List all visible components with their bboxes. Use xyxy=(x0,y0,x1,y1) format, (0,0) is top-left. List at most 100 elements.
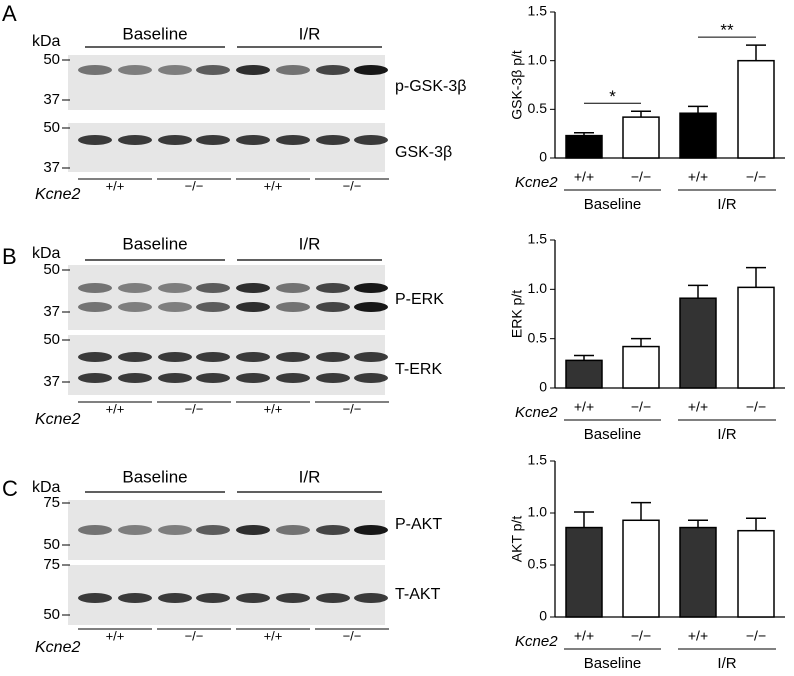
band xyxy=(236,373,270,383)
significance: * xyxy=(609,87,616,106)
y-tick-label: 1.0 xyxy=(528,51,548,67)
y-tick-label: 0 xyxy=(539,608,547,624)
y-axis-label: AKT p/t xyxy=(509,516,525,563)
band xyxy=(158,283,192,293)
category-label: +/+ xyxy=(688,169,708,185)
genotype: −/− xyxy=(343,401,362,416)
band xyxy=(354,593,388,603)
category-label: −/− xyxy=(746,399,766,415)
band xyxy=(158,525,192,535)
panel-letter: B xyxy=(2,244,17,269)
group-label: I/R xyxy=(299,24,321,43)
band xyxy=(236,283,270,293)
band xyxy=(196,593,230,603)
band xyxy=(276,302,310,312)
genotype: +/+ xyxy=(106,628,125,643)
category-label: −/− xyxy=(631,169,651,185)
category-label: +/+ xyxy=(574,169,594,185)
band xyxy=(196,373,230,383)
genotype: +/+ xyxy=(264,628,283,643)
row-label: P-ERK xyxy=(395,291,444,308)
y-axis-label: GSK-3β p/t xyxy=(509,50,525,120)
band xyxy=(196,283,230,293)
bar xyxy=(679,112,717,159)
group-label: I/R xyxy=(299,467,321,486)
category-label: +/+ xyxy=(574,628,594,644)
band xyxy=(276,65,310,75)
category-label: +/+ xyxy=(574,399,594,415)
band xyxy=(196,65,230,75)
blot xyxy=(68,335,385,395)
band xyxy=(276,352,310,362)
band xyxy=(316,373,350,383)
marker-label: 37 xyxy=(43,91,60,108)
blot xyxy=(68,265,385,330)
band xyxy=(158,65,192,75)
band xyxy=(118,593,152,603)
row-label: GSK-3β xyxy=(395,144,452,161)
band xyxy=(78,525,112,535)
bar xyxy=(622,116,660,159)
band xyxy=(78,283,112,293)
genotype: +/+ xyxy=(106,401,125,416)
band xyxy=(276,135,310,145)
band xyxy=(354,302,388,312)
y-tick-label: 1.5 xyxy=(528,452,548,468)
band xyxy=(316,135,350,145)
marker-label: 75 xyxy=(43,556,60,573)
bar xyxy=(565,359,603,389)
band xyxy=(118,65,152,75)
band xyxy=(316,283,350,293)
genotype: −/− xyxy=(185,178,204,193)
band xyxy=(276,283,310,293)
group-label: Baseline xyxy=(122,467,187,486)
band xyxy=(316,525,350,535)
band xyxy=(118,352,152,362)
band xyxy=(78,593,112,603)
genotype: −/− xyxy=(343,628,362,643)
bar xyxy=(622,345,660,389)
group-title: Kcne2 xyxy=(515,404,558,421)
kda-label: kDa xyxy=(32,479,61,496)
y-tick-label: 0.5 xyxy=(528,329,548,345)
genotype: −/− xyxy=(343,178,362,193)
band xyxy=(236,135,270,145)
y-tick-label: 1.0 xyxy=(528,504,548,520)
row-label: T-ERK xyxy=(395,361,442,378)
genotype-label: Kcne2 xyxy=(35,639,80,656)
group-title: Kcne2 xyxy=(515,633,558,650)
band xyxy=(276,525,310,535)
group-label: I/R xyxy=(299,234,321,253)
group-label: Baseline xyxy=(122,24,187,43)
y-tick-label: 1.5 xyxy=(528,231,548,247)
marker-label: 37 xyxy=(43,159,60,176)
bar xyxy=(737,529,775,618)
marker-label: 37 xyxy=(43,303,60,320)
marker-label: 37 xyxy=(43,373,60,390)
band xyxy=(158,593,192,603)
band xyxy=(196,352,230,362)
row-label: p-GSK-3β xyxy=(395,78,466,95)
bar xyxy=(679,297,717,389)
group-title: Kcne2 xyxy=(515,174,558,191)
band xyxy=(118,283,152,293)
band xyxy=(236,352,270,362)
band xyxy=(196,525,230,535)
genotype: +/+ xyxy=(264,178,283,193)
marker-label: 50 xyxy=(43,536,60,553)
bar xyxy=(565,526,603,618)
band xyxy=(316,593,350,603)
blot xyxy=(68,55,385,110)
band xyxy=(158,373,192,383)
genotype-label: Kcne2 xyxy=(35,186,80,203)
group-label: Baseline xyxy=(584,655,642,671)
bar xyxy=(737,59,775,159)
bar xyxy=(565,134,603,159)
band xyxy=(236,593,270,603)
band xyxy=(236,302,270,312)
significance: ** xyxy=(720,21,734,40)
blot xyxy=(68,123,385,172)
band xyxy=(276,373,310,383)
marker-label: 50 xyxy=(43,51,60,68)
